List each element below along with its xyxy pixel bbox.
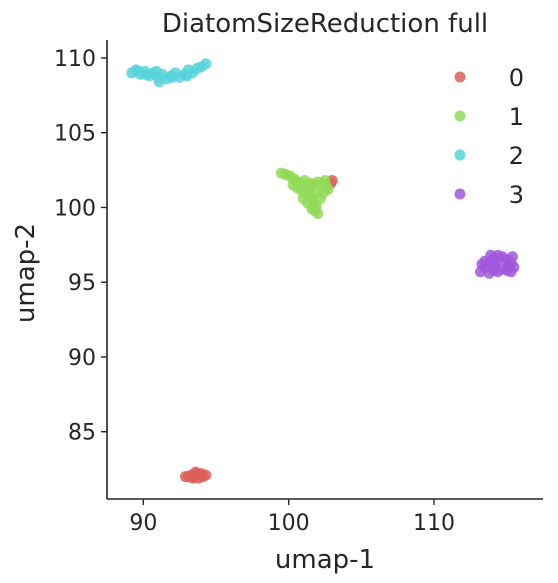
y-tick-label-95: 95: [68, 271, 96, 296]
point-series-3-14: [483, 267, 495, 279]
x-tick-label-110: 110: [413, 511, 455, 536]
point-series-2-20: [166, 71, 178, 83]
point-series-0-11: [190, 466, 202, 478]
point-series-3-21: [502, 260, 514, 272]
legend-label-0: 0: [509, 64, 524, 92]
chart-title: DiatomSizeReduction full: [162, 9, 488, 39]
x-axis-label: umap-1: [275, 545, 375, 575]
point-series-1-26: [294, 178, 306, 190]
legend-marker-2: [454, 149, 466, 161]
x-tick-label-100: 100: [268, 511, 310, 536]
y-tick-label-100: 100: [54, 196, 96, 221]
points-layer: [126, 58, 520, 484]
point-series-2-22: [153, 76, 165, 88]
point-series-1-24: [319, 175, 331, 187]
legend-label-2: 2: [509, 142, 524, 170]
point-series-0-10: [179, 471, 191, 483]
point-series-3-18: [506, 251, 518, 263]
point-series-1-16: [297, 192, 309, 204]
point-series-2-21: [181, 70, 193, 82]
legend-marker-1: [454, 110, 466, 122]
legend-marker-0: [454, 71, 466, 83]
legend-marker-3: [454, 188, 466, 200]
point-series-2-17: [200, 58, 212, 70]
x-tick-label-90: 90: [129, 511, 157, 536]
y-tick-label-85: 85: [68, 421, 96, 446]
y-tick-label-90: 90: [68, 346, 96, 371]
legend-label-1: 1: [509, 103, 524, 131]
point-series-1-27: [310, 187, 322, 199]
point-series-3-19: [476, 258, 488, 270]
axes: 90 100 110 85 90 95 100 105 110: [54, 40, 543, 536]
point-series-3-20: [489, 260, 501, 272]
legend-label-3: 3: [509, 181, 524, 209]
y-axis-label: umap-2: [11, 223, 41, 323]
point-series-2-19: [150, 65, 162, 77]
point-series-1-29: [304, 178, 316, 190]
y-tick-label-105: 105: [54, 122, 96, 147]
legend: 0 1 2 3: [454, 64, 524, 209]
point-series-1-28: [322, 184, 334, 196]
point-series-2-23: [140, 68, 152, 80]
y-tick-label-110: 110: [54, 47, 96, 72]
